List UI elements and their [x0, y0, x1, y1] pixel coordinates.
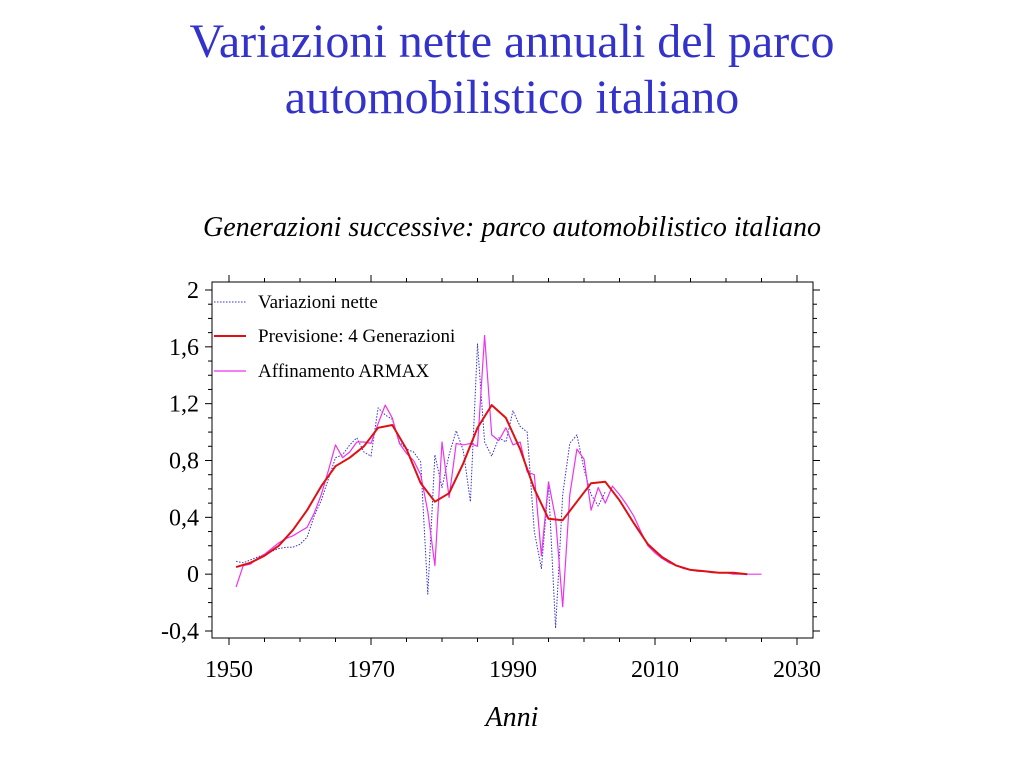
- x-tick-label: 2010: [631, 657, 679, 683]
- slide-title-line-2: automobilistico italiano: [284, 71, 740, 124]
- series-layer: [235, 334, 762, 629]
- y-tick-label: 2: [187, 278, 199, 304]
- x-axis-label: Anni: [484, 702, 539, 733]
- slide-title-line-1: Variazioni nette annuali del parco: [189, 15, 835, 68]
- legend: Variazioni nette Previsione: 4 Generazion…: [214, 292, 455, 382]
- y-tick-label: 0: [187, 562, 199, 588]
- y-tick-label: -0,4: [161, 619, 199, 645]
- y-tick-label: 0,4: [169, 505, 199, 531]
- legend-label-2: Affinamento ARMAX: [258, 361, 429, 382]
- series-line-0: [236, 343, 606, 629]
- x-tick-label: 2030: [773, 657, 821, 683]
- y-tick-label: 1,6: [169, 335, 199, 361]
- chart-title: Generazioni successive: parco automobili…: [203, 212, 821, 243]
- slide-title: Variazioni nette annuali del parco autom…: [0, 14, 1024, 126]
- y-tick-label: 0,8: [169, 449, 199, 475]
- x-tick-label: 1970: [347, 657, 395, 683]
- y-axis: -0,4 0 0,4 0,8 1,2 1,6 2: [161, 278, 820, 645]
- x-tick-label: 1950: [205, 657, 253, 683]
- y-tick-label: 1,2: [169, 392, 199, 418]
- x-axis: 1950 1970 1990 2010 2030: [205, 275, 821, 683]
- legend-label-1: Previsione: 4 Generazioni: [258, 326, 455, 347]
- series-line-1: [235, 404, 748, 576]
- legend-label-0: Variazioni nette: [258, 292, 378, 313]
- x-tick-label: 1990: [489, 657, 537, 683]
